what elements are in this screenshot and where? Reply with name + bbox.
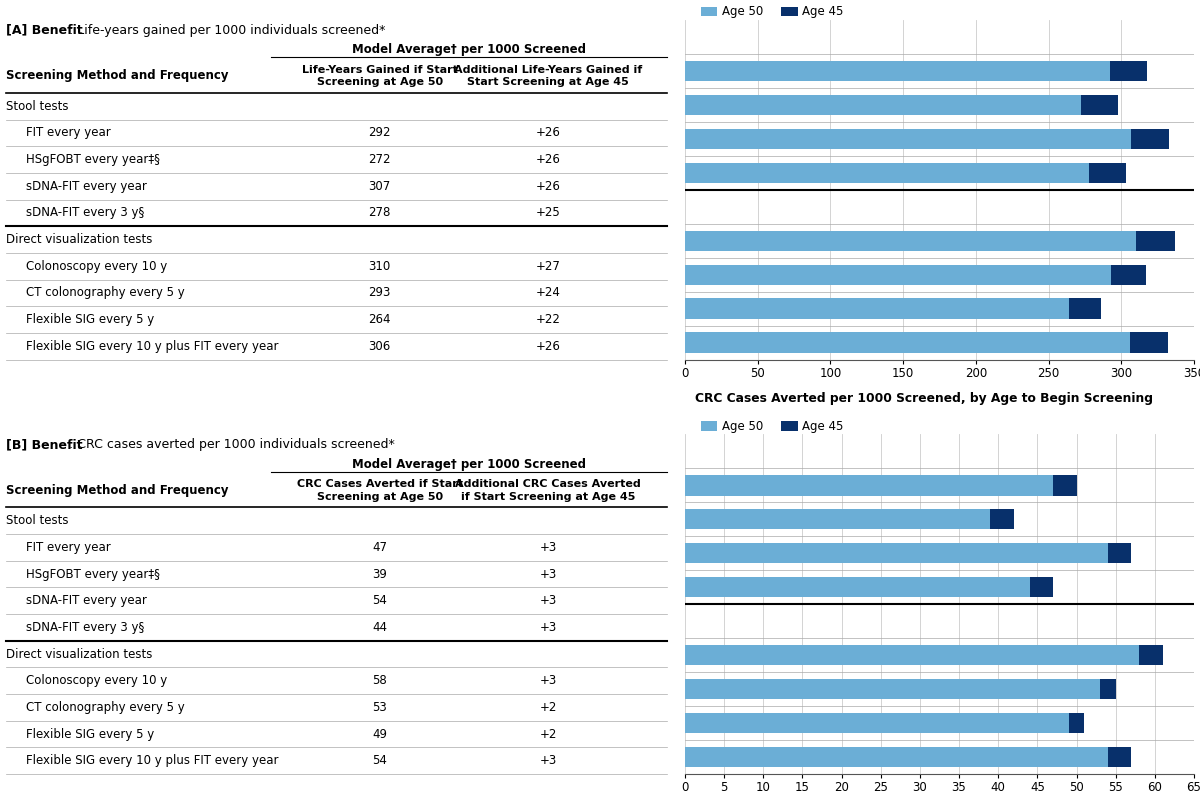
Text: +26: +26 (536, 153, 560, 166)
Legend: Age 50, Age 45: Age 50, Age 45 (701, 420, 844, 433)
Text: 54: 54 (372, 595, 388, 607)
Text: FIT every year: FIT every year (26, 541, 110, 554)
Bar (1069, 713, 1085, 733)
Bar (1110, 61, 1147, 81)
Text: Colonoscopy every 10 y: Colonoscopy every 10 y (26, 674, 167, 687)
Text: 278: 278 (368, 207, 391, 219)
Text: Colonoscopy every 10 y: Colonoscopy every 10 y (26, 260, 167, 273)
Text: HSgFOBT every year‡§: HSgFOBT every year‡§ (26, 153, 160, 166)
Text: +25: +25 (536, 207, 560, 219)
Text: CRC Cases Averted if Start
Screening at Age 50: CRC Cases Averted if Start Screening at … (296, 480, 463, 502)
Text: Additional CRC Cases Averted
if Start Screening at Age 45: Additional CRC Cases Averted if Start Sc… (455, 480, 641, 502)
Bar (1080, 95, 1118, 115)
Bar (685, 163, 1090, 183)
Bar (1108, 747, 1132, 767)
Bar (685, 679, 1100, 699)
Text: sDNA-FIT every year: sDNA-FIT every year (26, 595, 146, 607)
Text: [A] Benefit: [A] Benefit (6, 24, 83, 37)
Text: +2: +2 (540, 728, 557, 741)
Text: CT colonography every 5 y: CT colonography every 5 y (26, 701, 185, 714)
Bar (685, 713, 1069, 733)
Text: 58: 58 (372, 674, 388, 687)
Bar (685, 645, 1139, 666)
Text: 292: 292 (368, 126, 391, 140)
Text: +3: +3 (540, 754, 557, 767)
Text: 47: 47 (372, 541, 388, 554)
Text: +26: +26 (536, 340, 560, 353)
Bar (685, 333, 1130, 353)
Text: Life-Years Gained if Start
Screening at Age 50: Life-Years Gained if Start Screening at … (301, 65, 457, 87)
Bar (1054, 475, 1076, 496)
Bar (685, 298, 1069, 319)
Bar (685, 264, 1111, 285)
Text: Flexible SIG every 5 y: Flexible SIG every 5 y (26, 313, 154, 326)
Bar (1090, 163, 1126, 183)
Bar (685, 747, 1108, 767)
Bar (1136, 231, 1175, 251)
Text: Flexible SIG every 10 y plus FIT every year: Flexible SIG every 10 y plus FIT every y… (26, 340, 278, 353)
Text: +3: +3 (540, 541, 557, 554)
Text: CRC Cases Averted per 1000 Screened, by Age to Begin Screening: CRC Cases Averted per 1000 Screened, by … (695, 393, 1153, 405)
Text: +27: +27 (536, 260, 560, 273)
Text: FIT every year: FIT every year (26, 126, 110, 140)
Text: Stool tests: Stool tests (6, 100, 68, 113)
Text: 293: 293 (368, 286, 391, 299)
Bar (1111, 264, 1146, 285)
Bar (1139, 645, 1163, 666)
Bar (685, 95, 1080, 115)
Bar (1132, 128, 1169, 149)
Text: 264: 264 (368, 313, 391, 326)
Text: Direct visualization tests: Direct visualization tests (6, 233, 152, 246)
Bar (1069, 298, 1100, 319)
Text: +3: +3 (540, 674, 557, 687)
Text: sDNA-FIT every 3 y§: sDNA-FIT every 3 y§ (26, 621, 144, 634)
Text: Screening Method and Frequency: Screening Method and Frequency (6, 484, 228, 497)
Bar (1108, 543, 1132, 563)
Text: 272: 272 (368, 153, 391, 166)
Text: CT colonography every 5 y: CT colonography every 5 y (26, 286, 185, 299)
Text: Model Average† per 1000 Screened: Model Average† per 1000 Screened (352, 43, 586, 56)
Text: +3: +3 (540, 621, 557, 634)
Bar (685, 61, 1110, 81)
Bar (685, 475, 1054, 496)
Bar (1030, 577, 1054, 598)
Bar (685, 128, 1132, 149)
Text: Additional Life-Years Gained if
Start Screening at Age 45: Additional Life-Years Gained if Start Sc… (454, 65, 642, 87)
Text: Model Average† per 1000 Screened: Model Average† per 1000 Screened (352, 457, 586, 471)
Text: +26: +26 (536, 180, 560, 193)
Text: Flexible SIG every 10 y plus FIT every year: Flexible SIG every 10 y plus FIT every y… (26, 754, 278, 767)
Text: +24: +24 (536, 286, 560, 299)
Text: 44: 44 (372, 621, 388, 634)
Bar (1130, 333, 1168, 353)
Bar (685, 577, 1030, 598)
Text: +2: +2 (540, 701, 557, 714)
Text: 49: 49 (372, 728, 388, 741)
Bar (685, 231, 1136, 251)
Legend: Age 50, Age 45: Age 50, Age 45 (701, 6, 844, 18)
Bar (685, 543, 1108, 563)
Text: : Life-years gained per 1000 individuals screened*: : Life-years gained per 1000 individuals… (68, 24, 385, 37)
Bar (685, 509, 990, 530)
Text: Screening Method and Frequency: Screening Method and Frequency (6, 69, 228, 82)
Text: +3: +3 (540, 567, 557, 581)
Text: sDNA-FIT every year: sDNA-FIT every year (26, 180, 146, 193)
Text: HSgFOBT every year‡§: HSgFOBT every year‡§ (26, 567, 160, 581)
Text: Stool tests: Stool tests (6, 514, 68, 527)
Text: 307: 307 (368, 180, 391, 193)
Text: Direct visualization tests: Direct visualization tests (6, 647, 152, 661)
Text: +3: +3 (540, 595, 557, 607)
Bar (990, 509, 1014, 530)
Text: 39: 39 (372, 567, 388, 581)
Text: +22: +22 (536, 313, 560, 326)
Text: 306: 306 (368, 340, 391, 353)
Text: Flexible SIG every 5 y: Flexible SIG every 5 y (26, 728, 154, 741)
Text: [B] Benefit: [B] Benefit (6, 438, 83, 451)
Bar (1100, 679, 1116, 699)
Text: 53: 53 (372, 701, 388, 714)
Text: +26: +26 (536, 126, 560, 140)
Text: 310: 310 (368, 260, 391, 273)
Text: 54: 54 (372, 754, 388, 767)
Text: sDNA-FIT every 3 y§: sDNA-FIT every 3 y§ (26, 207, 144, 219)
Text: : CRC cases averted per 1000 individuals screened*: : CRC cases averted per 1000 individuals… (68, 438, 395, 451)
